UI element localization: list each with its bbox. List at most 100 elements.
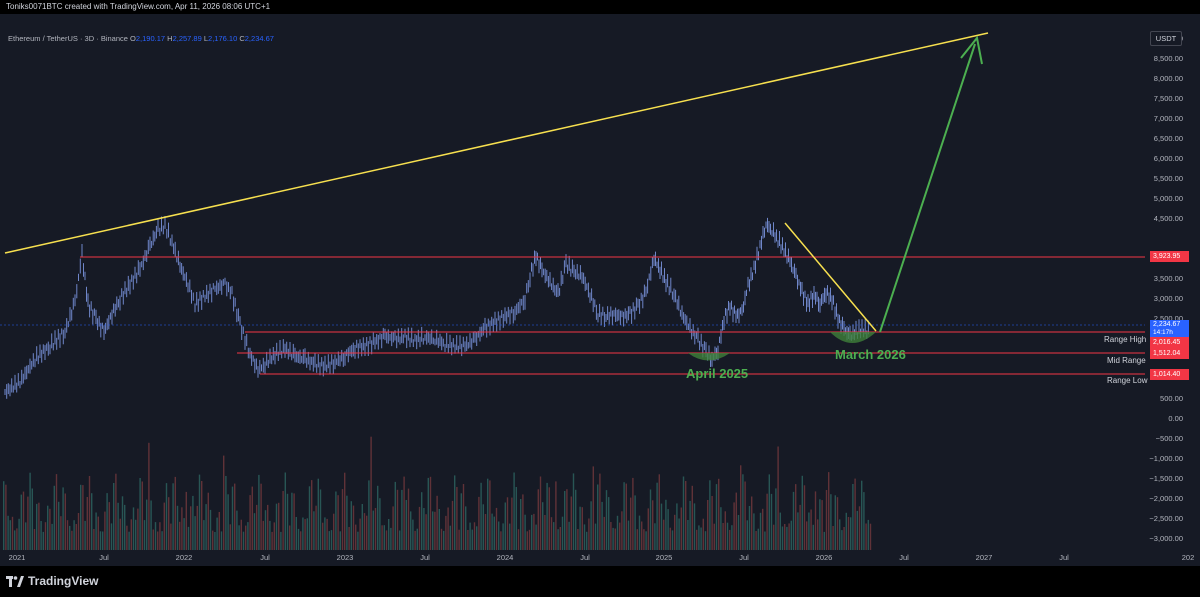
volume-bar xyxy=(610,522,612,550)
volume-bar xyxy=(185,491,187,550)
volume-bar xyxy=(196,505,198,550)
volume-bar xyxy=(405,500,407,550)
volume-bar xyxy=(251,486,253,550)
volume-bar xyxy=(86,497,88,550)
volume-bar xyxy=(291,492,293,550)
volume-bar xyxy=(722,523,724,550)
price-tick-label: 8,500.00 xyxy=(1154,54,1183,63)
tradingview-logo[interactable]: TradingView xyxy=(6,574,98,588)
volume-bar xyxy=(304,519,306,550)
volume-bar xyxy=(73,520,75,550)
volume-bar xyxy=(225,476,227,550)
symbol-legend[interactable]: Ethereum / TetherUS · 3D · Binance O2,19… xyxy=(8,34,274,43)
volume-bar xyxy=(108,502,110,550)
current-price-tag: 2,234.67 xyxy=(1150,320,1189,330)
volume-bar xyxy=(385,530,388,550)
volume-bar xyxy=(777,446,779,550)
range-low-price-tag: 1,014.40 xyxy=(1150,369,1189,380)
volume-bar xyxy=(465,506,467,550)
volume-bar xyxy=(517,529,520,550)
volume-bar xyxy=(645,531,647,550)
open-value: 2,190.17 xyxy=(135,34,166,43)
price-tick-label: 7,500.00 xyxy=(1154,94,1183,103)
volume-bar xyxy=(799,504,801,550)
low-label: L xyxy=(203,34,209,43)
volume-bar xyxy=(374,508,377,550)
mid-range-label: Mid Range xyxy=(1107,356,1146,365)
volume-bar xyxy=(368,480,370,550)
volume-bar xyxy=(729,529,731,550)
volume-bar xyxy=(698,525,700,550)
volume-bar xyxy=(553,522,555,550)
volume-bar xyxy=(454,475,456,550)
volume-bar xyxy=(636,529,638,550)
volume-bar xyxy=(561,516,564,550)
volume-bar xyxy=(161,531,163,550)
volume-bars xyxy=(3,436,872,550)
volume-bar xyxy=(641,521,643,550)
volume-bar xyxy=(852,484,854,550)
volume-bar xyxy=(379,498,381,550)
volume-bar xyxy=(99,531,102,550)
downtrend-line[interactable] xyxy=(784,222,877,332)
april-2025-annotation: April 2025 xyxy=(686,366,749,381)
currency-unit-button[interactable]: USDT xyxy=(1150,31,1182,46)
volume-bar xyxy=(623,482,625,550)
volume-bar xyxy=(832,526,834,550)
projection-arrowhead[interactable] xyxy=(960,35,983,65)
volume-bar xyxy=(834,495,836,550)
volume-bar xyxy=(869,523,872,550)
volume-bar xyxy=(176,505,179,550)
volume-bar xyxy=(383,525,385,550)
volume-bar xyxy=(152,529,154,550)
volume-bar xyxy=(707,500,709,550)
volume-bar xyxy=(711,496,713,550)
volume-bar xyxy=(322,522,324,550)
volume-bar xyxy=(377,485,379,550)
projection-arrow[interactable] xyxy=(879,43,976,333)
volume-bar xyxy=(652,500,654,550)
price-tick-label: 5,000.00 xyxy=(1154,194,1183,203)
volume-bar xyxy=(414,530,416,550)
volume-bar xyxy=(165,483,168,550)
volume-bar xyxy=(700,527,702,550)
long-trend-line[interactable] xyxy=(4,32,989,254)
time-axis[interactable]: 2021 Jul 2022 Jul 2023 Jul 2024 Jul 2025 Jul 2026 J… xyxy=(0,550,1200,566)
price-axis[interactable]: 9,000.008,500.008,000.007,500.007,000.00… xyxy=(1149,34,1183,543)
volume-bar xyxy=(691,485,693,550)
volume-bar xyxy=(269,520,271,550)
volume-bar xyxy=(577,529,579,550)
volume-bar xyxy=(735,492,737,550)
volume-bar xyxy=(71,530,73,550)
april-bottom-marker[interactable] xyxy=(688,353,730,361)
volume-bar xyxy=(401,489,403,550)
volume-bar xyxy=(537,489,539,550)
march-bottom-marker[interactable] xyxy=(830,332,876,343)
volume-bar xyxy=(154,522,157,550)
volume-bar xyxy=(742,474,744,550)
volume-bar xyxy=(407,488,410,550)
chart-svg[interactable]: 9,000.008,500.008,000.007,500.007,000.00… xyxy=(0,14,1200,566)
volume-bar xyxy=(425,514,427,550)
volume-bar xyxy=(506,497,509,550)
volume-bar xyxy=(509,523,511,550)
price-candles xyxy=(4,216,869,399)
volume-bar xyxy=(608,497,610,550)
volume-bar xyxy=(333,513,335,550)
chart-area[interactable]: 9,000.008,500.008,000.007,500.007,000.00… xyxy=(0,14,1200,566)
volume-bar xyxy=(58,501,60,550)
volume-bar xyxy=(234,483,236,550)
volume-bar xyxy=(766,493,768,550)
volume-bar xyxy=(132,507,135,550)
volume-bar xyxy=(381,525,383,550)
volume-bar xyxy=(146,499,148,550)
drawings[interactable] xyxy=(0,32,1145,375)
volume-bar xyxy=(170,523,172,550)
volume-bar xyxy=(423,508,425,550)
volume-bar xyxy=(348,527,350,550)
volume-bar xyxy=(720,507,722,550)
time-tick-label: Jul xyxy=(739,553,749,562)
time-tick-label: Jul xyxy=(899,553,909,562)
volume-bar xyxy=(203,520,205,550)
